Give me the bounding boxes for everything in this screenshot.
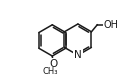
Text: O: O — [49, 59, 57, 69]
Text: N: N — [74, 50, 82, 60]
Text: CH₃: CH₃ — [42, 68, 58, 76]
Text: OH: OH — [103, 20, 118, 30]
